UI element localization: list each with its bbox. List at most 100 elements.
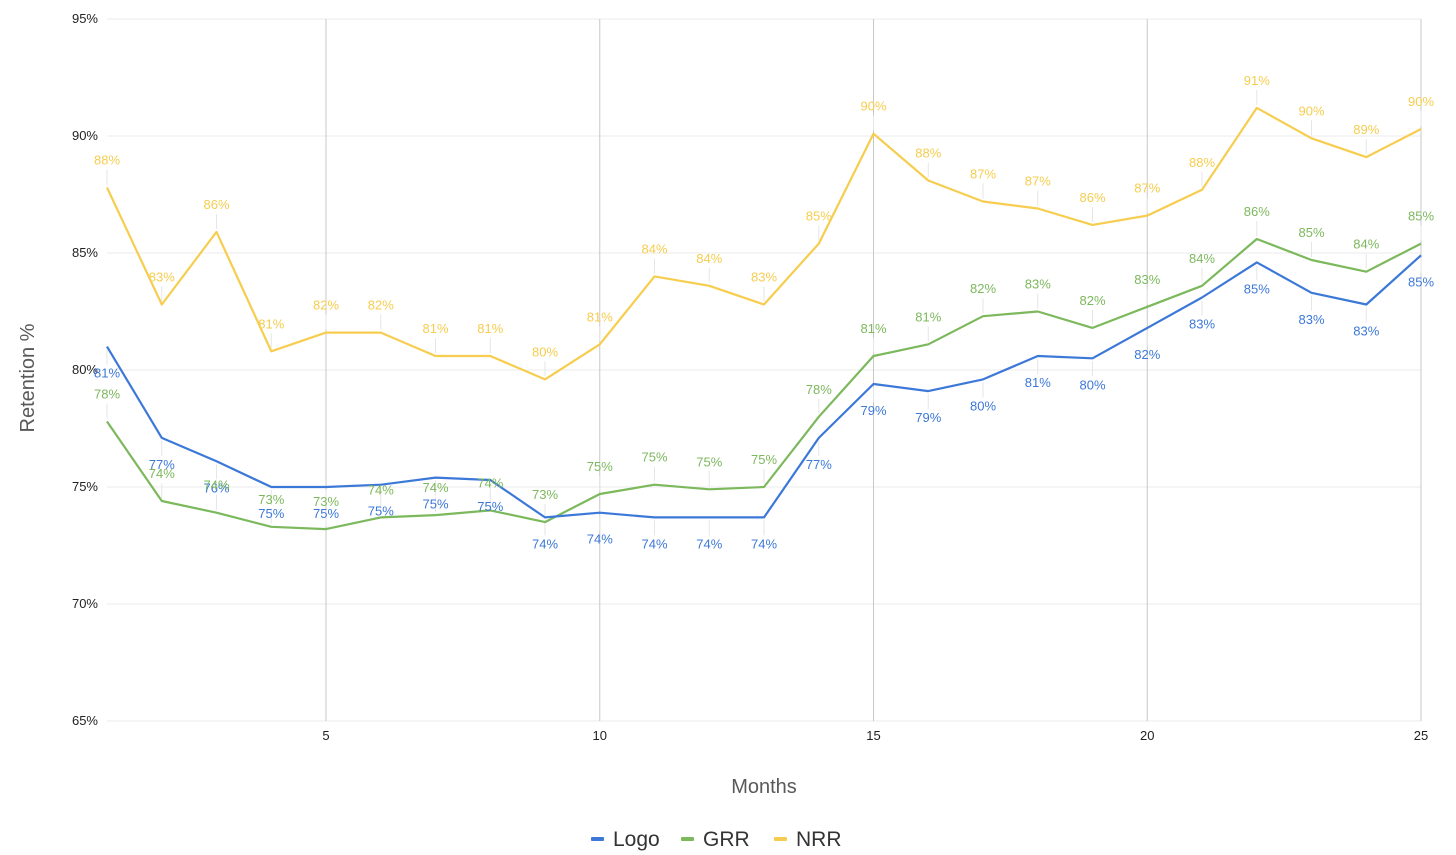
data-label-logo: 85% [1244,281,1270,296]
data-label-logo: 85% [1408,274,1434,289]
data-label-grr: 85% [1408,209,1434,224]
data-label-grr: 74% [149,466,175,481]
data-label-nrr: 87% [1025,174,1051,189]
data-label-nrr: 90% [860,99,886,114]
data-label-logo: 74% [532,536,558,551]
legend-swatch [591,837,604,841]
data-label-grr: 74% [477,475,503,490]
data-label-nrr: 81% [587,309,613,324]
data-label-grr: 83% [1134,272,1160,287]
data-label-grr: 78% [94,386,120,401]
data-label-logo: 74% [587,532,613,547]
data-label-grr: 85% [1298,225,1324,240]
data-label-grr: 81% [860,321,886,336]
data-label-grr: 75% [587,459,613,474]
data-label-nrr: 83% [751,269,777,284]
chart-legend: Logo GRR NRR [591,828,842,851]
data-label-nrr: 81% [422,321,448,336]
data-label-logo: 79% [915,410,941,425]
legend-label: GRR [703,828,750,851]
data-label-grr: 84% [1189,251,1215,266]
data-label-grr: 75% [751,452,777,467]
data-label-grr: 84% [1353,237,1379,252]
data-label-logo: 74% [641,536,667,551]
data-label-logo: 80% [1079,377,1105,392]
y-tick-label: 80% [72,362,98,377]
data-label-nrr: 87% [970,167,996,182]
data-label-logo: 75% [422,497,448,512]
data-label-nrr: 82% [313,298,339,313]
data-label-logo: 77% [806,457,832,472]
data-label-grr: 73% [258,492,284,507]
y-axis-tick-labels: 65% 70% 75% 80% 85% 90% 95% [72,11,98,728]
data-label-nrr: 86% [203,197,229,212]
data-label-grr: 75% [696,454,722,469]
data-label-grr: 86% [1244,204,1270,219]
data-labels: 81%77%76%75% 75% 75% 75% 75%74% 74% 74% 74% 74%7… [94,73,1434,551]
data-label-grr: 74% [203,478,229,493]
data-label-nrr: 80% [532,344,558,359]
data-label-nrr: 84% [641,241,667,256]
data-label-logo: 83% [1298,312,1324,327]
data-label-logo: 74% [696,536,722,551]
data-label-nrr: 88% [94,152,120,167]
data-label-grr: 81% [915,309,941,324]
data-label-nrr: 90% [1298,103,1324,118]
data-label-grr: 74% [368,482,394,497]
data-label-logo: 75% [368,504,394,519]
data-label-grr: 73% [313,494,339,509]
data-label-logo: 80% [970,398,996,413]
data-label-nrr: 84% [696,251,722,266]
data-label-nrr: 82% [368,298,394,313]
data-label-nrr: 85% [806,209,832,224]
series-lines [106,106,1422,531]
data-label-nrr: 91% [1244,73,1270,88]
series-line-logo [106,254,1422,519]
data-label-nrr: 81% [477,321,503,336]
gridlines [107,18,1422,722]
data-label-grr: 75% [641,450,667,465]
data-label-logo: 79% [860,403,886,418]
legend-swatch [681,837,694,841]
data-label-logo: 74% [751,536,777,551]
data-label-logo: 75% [313,506,339,521]
x-tick-label: 25 [1414,728,1428,743]
y-tick-label: 70% [72,596,98,611]
x-tick-label: 5 [322,728,329,743]
data-label-logo: 83% [1353,323,1379,338]
data-label-logo: 83% [1189,316,1215,331]
data-label-logo: 81% [1025,375,1051,390]
x-tick-label: 15 [866,728,880,743]
series-line-nrr [106,106,1422,381]
legend-swatch [774,837,787,841]
data-label-leaders [106,89,1422,536]
data-label-logo: 77% [149,457,175,472]
legend-entry-nrr: NRR [774,828,842,851]
y-axis-title: Retention % [17,323,39,432]
data-label-logo: 82% [1134,347,1160,362]
x-tick-label: 20 [1140,728,1154,743]
data-label-logo: 75% [258,506,284,521]
y-tick-label: 65% [72,713,98,728]
data-label-grr: 83% [1025,277,1051,292]
data-label-nrr: 90% [1408,94,1434,109]
data-label-grr: 82% [1079,293,1105,308]
data-label-nrr: 88% [1189,155,1215,170]
legend-label: Logo [613,828,660,851]
data-label-logo: 81% [94,366,120,381]
x-axis-title: Months [731,776,797,798]
data-label-grr: 78% [806,382,832,397]
y-tick-label: 85% [72,245,98,260]
legend-label: NRR [796,828,842,851]
y-tick-label: 90% [72,128,98,143]
x-tick-label: 10 [593,728,607,743]
data-label-nrr: 87% [1134,181,1160,196]
legend-entry-grr: GRR [681,828,750,851]
y-tick-label: 75% [72,479,98,494]
data-label-logo: 76% [203,480,229,495]
y-tick-label: 95% [72,11,98,26]
data-label-grr: 74% [422,480,448,495]
series-line-grr [106,237,1422,531]
data-label-grr: 73% [532,487,558,502]
